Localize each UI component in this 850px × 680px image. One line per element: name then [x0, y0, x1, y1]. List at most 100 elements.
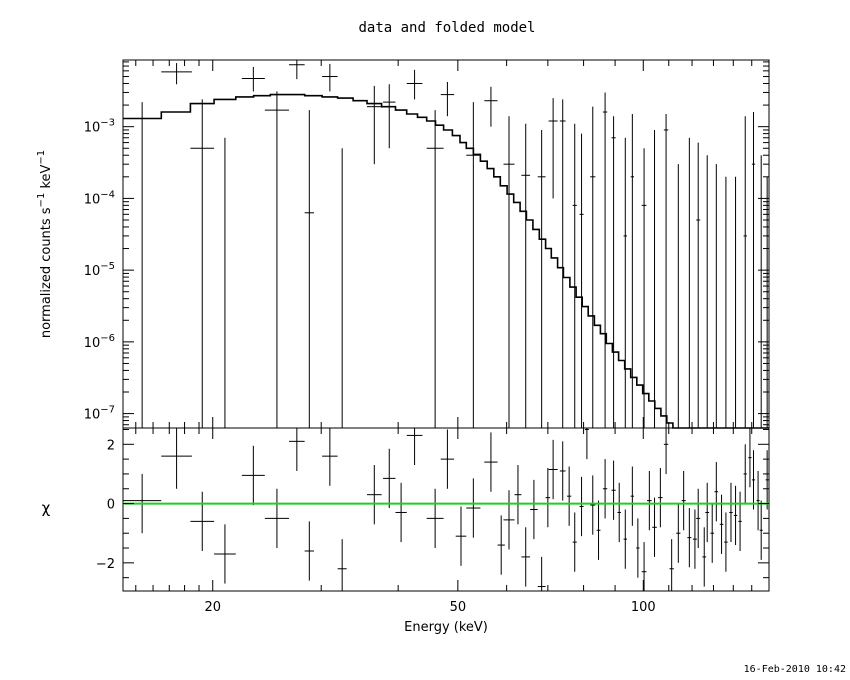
data-point: [304, 110, 314, 428]
data-point: [579, 133, 584, 428]
data-point: [214, 137, 236, 429]
data-point: [548, 98, 558, 199]
data-point: [406, 69, 423, 100]
y-tick-label: 10−5: [84, 261, 115, 279]
data-points-group: [123, 60, 769, 429]
residual-point: [214, 524, 236, 584]
chart-title: data and folded model: [358, 20, 535, 36]
data-point: [537, 129, 546, 428]
data-point: [426, 110, 444, 428]
residual-point: [264, 488, 290, 549]
residual-point: [623, 509, 628, 569]
data-point: [264, 91, 290, 428]
data-point: [366, 85, 382, 165]
y-tick-label: 10−6: [84, 333, 115, 351]
residual-point: [696, 488, 701, 549]
data-point: [705, 155, 710, 429]
data-point: [289, 60, 305, 80]
residual-point: [652, 497, 657, 557]
residual-point: [161, 428, 192, 489]
data-point: [602, 92, 608, 428]
residual-point: [636, 518, 640, 578]
residual-point: [289, 428, 305, 471]
data-point: [623, 137, 628, 428]
residual-point: [426, 488, 444, 549]
residual-point: [681, 470, 686, 531]
y-tick-label: −2: [96, 557, 115, 572]
residual-points-group: [123, 428, 769, 591]
data-point: [611, 116, 616, 428]
residual-point: [514, 465, 522, 525]
data-point: [572, 123, 577, 428]
residual-point: [743, 444, 747, 504]
residual-point: [322, 428, 338, 486]
residual-point: [545, 468, 551, 528]
data-point: [123, 102, 162, 428]
data-point: [383, 84, 396, 149]
residual-point: [646, 470, 652, 531]
residual-point: [503, 490, 515, 550]
data-point: [733, 176, 738, 429]
data-point: [751, 112, 756, 428]
data-point: [241, 66, 265, 92]
data-point: [759, 155, 763, 429]
data-point: [676, 164, 681, 429]
data-point: [663, 114, 669, 428]
residual-point: [663, 428, 669, 474]
model-step-path: [123, 93, 769, 429]
data-point: [161, 63, 192, 85]
residual-point: [611, 460, 616, 520]
residual-point: [548, 439, 558, 500]
residual-point: [733, 485, 738, 546]
residual-point: [537, 556, 546, 591]
x-tick-label: 50: [450, 600, 467, 615]
data-point: [652, 129, 657, 429]
residual-y-axis-label: χ: [42, 499, 51, 517]
residual-point: [617, 482, 621, 543]
residual-point: [710, 503, 715, 563]
residual-point: [484, 432, 498, 492]
residual-point: [692, 509, 697, 569]
residual-point: [455, 506, 467, 566]
residual-point: [530, 479, 538, 540]
residual-point: [641, 542, 647, 591]
residual-point: [579, 476, 584, 537]
residual-point: [751, 450, 756, 510]
data-point: [466, 102, 481, 428]
residual-point: [584, 428, 589, 460]
residual-point: [759, 500, 763, 560]
residual-point: [567, 466, 572, 526]
data-point: [503, 116, 515, 428]
data-point: [521, 123, 531, 428]
residual-point: [337, 539, 347, 591]
data-point: [190, 99, 215, 428]
residual-point: [729, 482, 733, 543]
residual-point: [521, 527, 531, 587]
data-point: [322, 63, 338, 92]
residual-point: [702, 527, 707, 587]
data-point: [440, 81, 455, 117]
top-panel-frame: [122, 59, 770, 429]
residual-point: [395, 482, 407, 543]
y-tick-label: 10−7: [84, 405, 115, 423]
y-tick-label: 2: [107, 438, 115, 453]
x-axis-label: Energy (keV): [404, 620, 488, 635]
residual-point: [687, 508, 692, 568]
residual-point: [724, 512, 728, 572]
residual-point: [406, 428, 423, 466]
data-point: [559, 99, 566, 428]
top-panel-ticks: 10−3 10−4 10−5 10−6 10−7: [84, 60, 770, 428]
residual-point: [572, 512, 577, 572]
residual-point: [705, 482, 710, 543]
data-point: [714, 164, 719, 429]
residual-point: [714, 462, 719, 522]
residual-point: [241, 445, 265, 506]
residual-point: [559, 441, 566, 501]
x-tick-label: 20: [204, 600, 221, 615]
y-tick-label: 10−3: [84, 118, 115, 136]
residual-point: [383, 448, 396, 509]
residual-point: [669, 539, 674, 591]
y-tick-label: 0: [107, 498, 115, 513]
data-point: [696, 142, 701, 428]
residual-point: [590, 475, 596, 535]
